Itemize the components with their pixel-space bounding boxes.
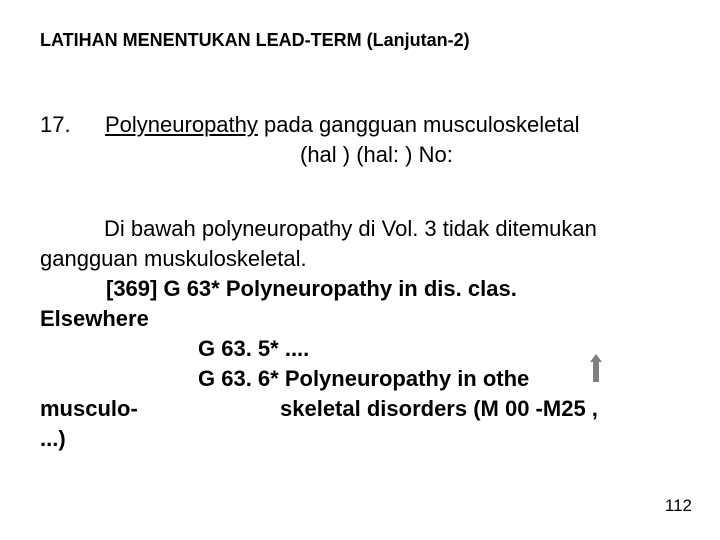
line-musculo-right: skeletal disorders (M 00 -M25 , — [280, 396, 598, 422]
line-g636: G 63. 6* Polyneuropathy in othe — [198, 366, 529, 392]
line-g635: G 63. 5* .... — [198, 336, 309, 362]
slide-title: LATIHAN MENENTUKAN LEAD-TERM (Lanjutan-2… — [40, 30, 470, 51]
line-dots: ...) — [40, 426, 66, 452]
up-arrow-icon — [590, 354, 602, 382]
line-elsewhere: Elsewhere — [40, 306, 149, 332]
item-line-2: (hal ) (hal: ) No: — [300, 142, 453, 168]
line-musculo-left: musculo- — [40, 396, 138, 422]
item-number: 17. — [40, 112, 71, 138]
body-paragraph: Di bawah polyneuropathy di Vol. 3 tidak … — [40, 214, 680, 273]
line-369: [369] G 63* Polyneuropathy in dis. clas. — [106, 276, 517, 302]
page-number: 112 — [665, 496, 692, 516]
lead-term: Polyneuropathy — [105, 112, 258, 137]
item-line-1: Polyneuropathy pada gangguan musculoskel… — [105, 112, 580, 138]
item-rest: pada gangguan musculoskeletal — [258, 112, 580, 137]
body-text: Di bawah polyneuropathy di Vol. 3 tidak … — [40, 216, 597, 271]
